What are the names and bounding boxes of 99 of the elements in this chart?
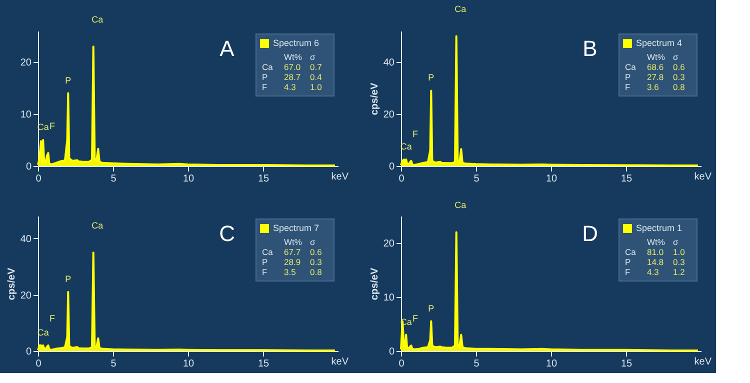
chart-title: B [582, 36, 598, 61]
annotation: Ca [625, 247, 636, 257]
annotation: F [49, 121, 56, 132]
y-tick-label: 0 [388, 162, 395, 172]
x-tick-label: 0 [36, 174, 42, 184]
x-tick-label: 0 [398, 358, 405, 370]
annotation: Wt% [284, 52, 302, 62]
annotation: 0.6 [673, 62, 686, 72]
y-tick-label: 10 [383, 292, 395, 304]
x-tick-label: 10 [182, 358, 194, 370]
annotation: P [65, 274, 72, 284]
x-axis-title: keV [694, 172, 712, 182]
x-axis-title: keV [694, 356, 712, 368]
annotation: P [262, 72, 268, 82]
legend-label: Spectrum 6 [273, 38, 320, 48]
y-axis-title: cps/eV [6, 268, 18, 300]
chart-title: D [582, 221, 598, 246]
annotation: Wt% [647, 52, 666, 62]
annotation: Wt% [647, 237, 666, 247]
x-tick-label: 15 [620, 358, 632, 370]
annotation: P [65, 75, 72, 86]
y-tick-label: 20 [383, 238, 395, 250]
x-tick-label: 5 [110, 358, 117, 370]
annotation: Ca [454, 200, 466, 210]
x-tick-label: 15 [620, 174, 632, 184]
annotation: 28.9 [284, 257, 301, 267]
x-tick-label: 15 [258, 358, 270, 370]
x-tick-label: 10 [546, 358, 558, 370]
annotation: Ca [625, 62, 636, 72]
annotation: Ca [262, 247, 274, 257]
y-tick-label: 10 [20, 110, 32, 121]
annotation: F [262, 82, 268, 92]
annotation: Ca [92, 220, 104, 231]
annotation: 67.7 [284, 247, 301, 257]
y-tick-label: 0 [26, 162, 32, 172]
x-tick-label: 0 [398, 174, 405, 184]
annotation: Ca [454, 4, 466, 14]
annotation: 1.0 [673, 247, 686, 257]
annotation: σ [310, 52, 316, 62]
y-tick-label: 20 [20, 290, 32, 302]
annotation: 0.7 [310, 62, 322, 72]
y-tick-label: 0 [388, 346, 395, 358]
x-tick-label: 10 [182, 174, 194, 184]
annotation: 0.8 [673, 82, 686, 92]
x-tick-label: 5 [110, 174, 117, 184]
x-axis-title: keV [331, 356, 349, 368]
annotation: P [262, 257, 268, 267]
annotation: 1.2 [673, 267, 686, 277]
annotation: σ [673, 52, 679, 62]
annotation: F [262, 267, 268, 277]
annotation: 67.0 [284, 62, 301, 72]
legend-label: Spectrum 4 [636, 38, 682, 48]
annotation: 4.3 [284, 82, 296, 92]
annotation: 3.5 [284, 267, 296, 277]
annotation: 0.6 [310, 247, 322, 257]
annotation: Ca [262, 62, 274, 72]
y-tick-label: 0 [26, 346, 32, 358]
annotation: F [625, 82, 630, 92]
annotation: 0.4 [310, 72, 322, 82]
y-axis-title: cps/eV [369, 268, 380, 300]
y-tick-label: 20 [20, 58, 32, 69]
annotation: 28.7 [284, 72, 301, 82]
x-tick-label: 5 [474, 358, 480, 370]
x-tick-label: 10 [546, 174, 558, 184]
annotation: 4.3 [647, 267, 660, 277]
y-tick-label: 40 [20, 234, 32, 245]
y-tick-label: 20 [383, 110, 395, 121]
y-axis-title: cps/eV [369, 82, 380, 116]
annotation: 3.6 [647, 82, 660, 92]
x-axis-title: keV [331, 172, 349, 182]
y-tick-label: 40 [383, 58, 395, 69]
x-tick-label: 5 [474, 174, 480, 184]
annotation: F [625, 267, 630, 277]
annotation: 27.8 [647, 72, 664, 82]
annotation: 0.3 [310, 257, 322, 267]
annotation: 0.8 [310, 267, 322, 277]
annotation: F [49, 313, 56, 324]
annotation: P [625, 257, 631, 267]
legend-label: Spectrum 7 [273, 223, 320, 233]
annotation: Wt% [284, 237, 302, 247]
annotation: 0.3 [673, 257, 686, 267]
chart-title: C [219, 221, 236, 246]
legend-label: Spectrum 1 [636, 223, 682, 233]
x-tick-label: 0 [36, 358, 42, 370]
annotation: P [428, 72, 434, 83]
annotation: P [625, 72, 631, 82]
x-tick-label: 15 [258, 174, 270, 184]
annotation: F [412, 314, 418, 324]
annotation: 1.0 [310, 82, 322, 92]
annotation: 0.3 [673, 72, 686, 82]
annotation: F [412, 128, 418, 139]
annotation: σ [673, 237, 679, 247]
annotation: 68.6 [647, 62, 664, 72]
annotation: 81.0 [647, 247, 664, 257]
annotation: Ca [92, 14, 104, 25]
annotation: 14.8 [647, 257, 664, 267]
annotation: P [428, 303, 434, 314]
annotation: σ [310, 237, 316, 247]
chart-title: A [220, 36, 235, 61]
